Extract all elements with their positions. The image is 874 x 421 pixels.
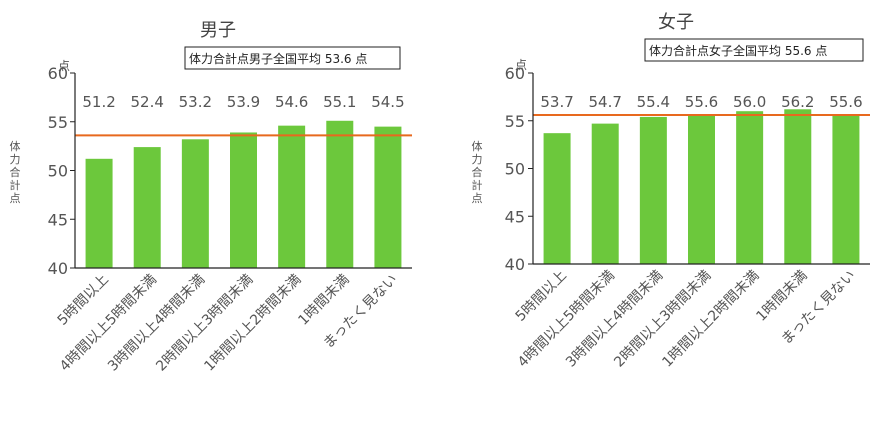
average-annotation-unit: 点 — [355, 52, 367, 66]
x-tick-label: 1時間以上2時間未満 — [201, 272, 304, 375]
data-label: 52.4 — [131, 93, 164, 111]
data-label: 54.6 — [275, 93, 308, 111]
y-tick-label: 45 — [48, 210, 68, 229]
average-annotation-value: 53.6 — [325, 52, 356, 66]
bar — [374, 126, 402, 268]
data-label: 54.5 — [371, 93, 404, 111]
y-axis-unit: 点 — [515, 58, 527, 72]
chart-title: 男子 — [200, 20, 236, 41]
data-label: 54.7 — [589, 93, 622, 111]
bar — [181, 139, 209, 268]
data-label: 51.2 — [82, 93, 115, 111]
data-label: 53.7 — [540, 93, 573, 111]
average-annotation-label: 体力合計点女子全国平均 — [649, 43, 785, 58]
bar — [543, 133, 571, 264]
bar — [736, 111, 764, 264]
bar — [85, 158, 113, 268]
y-axis-unit: 点 — [58, 59, 70, 73]
y-tick-label: 60 — [505, 64, 525, 83]
chart-title: 女子 — [658, 12, 694, 33]
data-label: 55.4 — [637, 93, 670, 111]
bar — [832, 115, 860, 265]
y-tick-label: 60 — [48, 64, 68, 83]
average-annotation-value: 55.6 — [785, 44, 816, 58]
average-annotation-unit: 点 — [815, 44, 827, 58]
bar — [230, 132, 257, 268]
average-annotation-text: 体力合計点男子全国平均 53.6 点 — [189, 51, 367, 66]
y-axis-label: 体力合計点 — [10, 139, 21, 205]
average-annotation-text: 体力合計点女子全国平均 55.6 点 — [649, 43, 827, 58]
data-label: 56.2 — [781, 93, 814, 111]
bar — [784, 109, 812, 264]
bar — [278, 125, 306, 269]
average-annotation-box — [644, 38, 864, 62]
average-annotation-label: 体力合計点男子全国平均 — [189, 51, 325, 66]
y-tick-label: 50 — [48, 162, 68, 181]
data-label: 56.0 — [733, 93, 766, 111]
bar — [591, 123, 619, 265]
y-axis-label: 体力合計点 — [472, 139, 483, 205]
bar — [688, 115, 715, 265]
y-tick-label: 40 — [505, 255, 525, 274]
average-annotation-box — [184, 46, 401, 70]
y-tick-label: 40 — [48, 259, 68, 278]
data-label: 55.1 — [323, 93, 356, 111]
y-tick-label: 55 — [505, 112, 525, 131]
x-tick-label: 1時間以上2時間未満 — [659, 268, 762, 371]
bar — [133, 147, 161, 268]
y-tick-label: 55 — [48, 113, 68, 132]
data-label: 55.6 — [829, 93, 862, 111]
data-label: 53.2 — [179, 93, 212, 111]
data-label: 55.6 — [685, 93, 718, 111]
data-label: 53.9 — [227, 93, 260, 111]
y-tick-label: 50 — [505, 160, 525, 179]
y-tick-label: 45 — [505, 207, 525, 226]
bar — [326, 120, 354, 269]
bar — [639, 116, 667, 265]
